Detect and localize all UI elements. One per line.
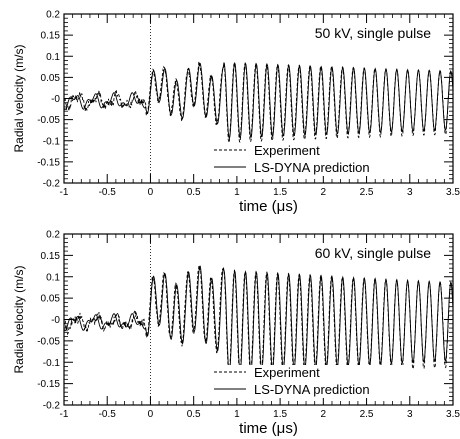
panel-title: 50 kV, single pulse	[315, 25, 431, 41]
legend-label-experiment: Experiment	[254, 365, 320, 380]
x-tick-label: -1	[60, 409, 69, 420]
x-tick-label: -0.5	[99, 187, 117, 198]
x-tick-label: 3	[407, 409, 413, 420]
legend-bg	[210, 382, 406, 398]
x-tick-label: 3.5	[446, 187, 460, 198]
y-tick-label: -0	[51, 94, 60, 105]
x-tick-label: 1	[234, 187, 240, 198]
legend-label-experiment: Experiment	[254, 143, 320, 158]
y-tick-label: -0.1	[43, 136, 61, 147]
x-tick-label: -0.5	[99, 409, 117, 420]
y-tick-label: 0.15	[41, 31, 61, 42]
y-tick-label: 0.2	[46, 230, 60, 241]
x-tick-label: 2	[321, 409, 327, 420]
legend-bg	[210, 365, 406, 381]
x-tick-label: 0	[148, 409, 154, 420]
x-axis-label: time (μs)	[239, 198, 298, 215]
x-axis-label: time (μs)	[239, 420, 298, 437]
x-tick-label: 3.5	[446, 409, 460, 420]
series-line-experiment	[64, 61, 453, 144]
x-tick-label: 0.5	[187, 409, 201, 420]
y-tick-label: 0.15	[41, 251, 61, 262]
y-tick-label: -0.05	[37, 115, 60, 126]
x-tick-label: 1.5	[273, 409, 287, 420]
panel-title: 60 kV, single pulse	[315, 245, 431, 261]
series-line-experiment	[64, 264, 453, 381]
x-tick-label: 2	[321, 187, 327, 198]
chart-panel-2: -1 -0.5 0 0.5 1 1.5 2 2.5 3 3.5 -0.2 -0.15 -0.1 -0.05…	[12, 230, 460, 438]
y-tick-label: -0.15	[37, 157, 60, 168]
y-tick-label: 0.2	[46, 10, 60, 21]
x-tick-label: 2.5	[360, 187, 374, 198]
x-tick-label: 0.5	[187, 187, 201, 198]
series-line-ls-dyna-prediction	[64, 61, 453, 139]
y-tick-label: -0.05	[37, 336, 60, 347]
y-tick-label: -0.15	[37, 379, 60, 390]
x-tick-label: 1.5	[273, 187, 287, 198]
y-tick-label: -0.2	[43, 179, 61, 190]
legend-bg	[210, 160, 406, 176]
x-tick-label: 2.5	[360, 409, 374, 420]
legend-label-ls-dyna-prediction: LS-DYNA prediction	[254, 382, 370, 397]
series-line-ls-dyna-prediction	[64, 265, 453, 373]
y-tick-label: 0.05	[41, 73, 61, 84]
y-axis-label: Radial velocity (m/s)	[12, 44, 26, 152]
y-tick-label: 0.1	[46, 272, 60, 283]
x-tick-label: 1	[234, 409, 240, 420]
y-tick-label: 0.05	[41, 294, 61, 305]
y-tick-label: -0	[51, 315, 60, 326]
chart-panel-1: -1 -0.5 0 0.5 1 1.5 2 2.5 3 3.5 -0.2 -0.15 -0.1 -0.05…	[12, 10, 460, 216]
legend-bg	[210, 143, 406, 159]
x-tick-label: 3	[407, 187, 413, 198]
y-tick-label: 0.1	[46, 52, 60, 63]
legend-label-ls-dyna-prediction: LS-DYNA prediction	[254, 160, 370, 175]
y-axis-label: Radial velocity (m/s)	[12, 265, 26, 373]
x-tick-label: -1	[60, 187, 69, 198]
y-tick-label: -0.2	[43, 401, 61, 412]
x-tick-label: 0	[148, 187, 154, 198]
y-tick-label: -0.1	[43, 358, 61, 369]
